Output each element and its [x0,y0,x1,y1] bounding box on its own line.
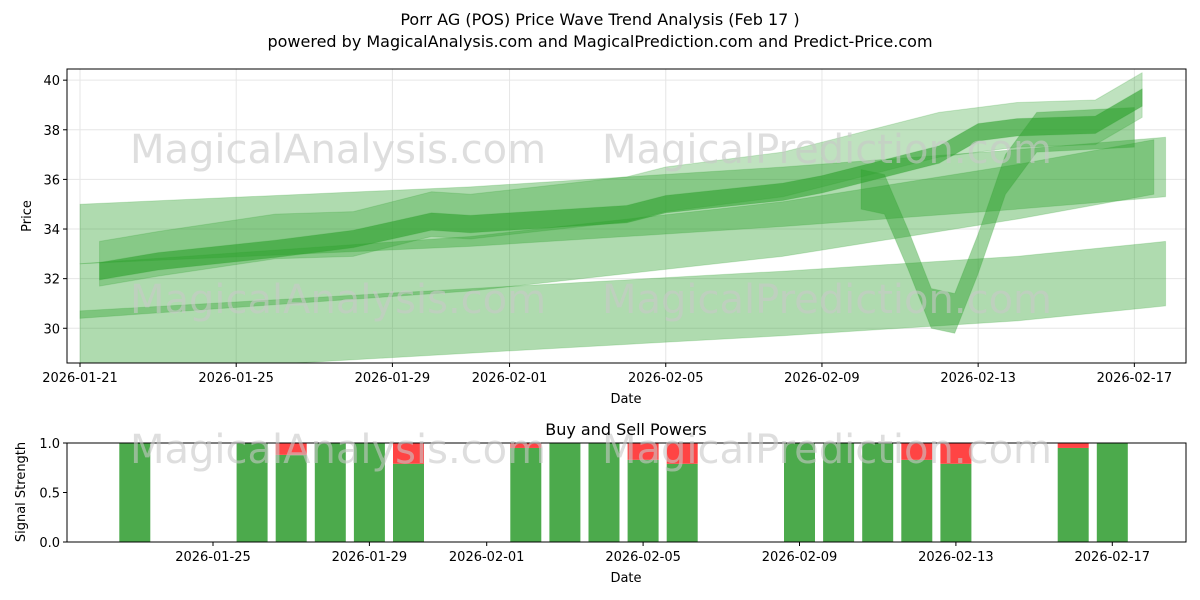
buy-bar [823,443,855,542]
sell-bar [627,443,659,460]
buy-bar [940,463,972,542]
watermark: MagicalPrediction.com [602,127,1052,173]
watermark: MagicalAnalysis.com [130,427,546,473]
buy-bar [862,443,894,542]
sell-bar [901,443,933,460]
y-tick-label: 1.0 [39,437,60,452]
buy-bar [1096,443,1128,542]
buy-bar [1057,447,1089,542]
y-tick-label: 0.5 [39,487,60,502]
x-tick-label: 2026-02-05 [628,371,704,386]
y-tick-label: 30 [43,322,60,337]
x-tick-label: 2026-01-29 [332,550,408,565]
buy-bar [353,443,385,542]
y-tick-label: 32 [43,273,60,288]
y-tick-label: 36 [43,173,60,188]
signal-title: Buy and Sell Powers [545,420,707,439]
buy-bar [510,447,542,542]
chart-subtitle: powered by MagicalAnalysis.com and Magic… [267,32,932,51]
buy-bar [588,443,620,542]
y-tick-label: 34 [43,223,60,238]
buy-bar [901,459,933,542]
buy-bar [314,443,346,542]
wave-band [99,88,1143,281]
watermark: MagicalAnalysis.com [130,127,546,173]
signal-ylabel: Signal Strength [14,442,29,542]
wave-band [860,106,1135,334]
x-tick-label: 2026-02-13 [918,550,994,565]
bands [79,72,1167,363]
sell-bar [666,443,698,464]
buy-bar [393,463,424,542]
sell-bar [393,443,424,464]
buy-bar [236,443,268,542]
buy-bar [784,443,815,542]
wave-band [79,139,1155,319]
x-tick-label: 2026-02-09 [784,371,860,386]
x-tick-label: 2026-02-05 [605,550,681,565]
x-tick-label: 2026-01-29 [355,371,431,386]
watermark: MagicalPrediction.com [602,277,1052,323]
y-tick-label: 38 [43,124,60,139]
watermark: MagicalPrediction.com [602,427,1052,473]
buy-bar [666,463,698,542]
plot-frame [66,442,1187,543]
sell-bar [940,443,972,464]
x-tick-label: 2026-02-01 [449,550,525,565]
x-tick-label: 2026-02-13 [940,371,1016,386]
plot-frame [66,68,1187,364]
wave-band [79,240,1167,363]
price-plot: 2026-01-21 2026-01-25 2026-01-29 2026-02-01… [42,68,1187,386]
buy-bar [627,459,659,542]
y-tick-label: 0.0 [39,536,60,551]
sell-bar [510,443,542,448]
signal-plot: 2026-01-25 2026-01-29 2026-02-01 2026-02-05… [39,437,1187,565]
price-xlabel: Date [610,392,641,407]
x-tick-label: 2026-01-25 [175,550,251,565]
sell-bar [275,443,307,455]
watermark: MagicalAnalysis.com [130,277,546,323]
x-tick-label: 2026-02-01 [472,371,548,386]
x-tick-label: 2026-02-09 [762,550,838,565]
y-tick-label: 40 [43,74,60,89]
x-tick-label: 2026-01-21 [42,371,118,386]
buy-bar [119,443,151,542]
buy-bar [275,454,307,542]
x-tick-label: 2026-02-17 [1075,550,1151,565]
x-tick-label: 2026-01-25 [198,371,274,386]
buy-bar [549,443,581,542]
signal-xlabel: Date [610,571,641,586]
chart-title: Porr AG (POS) Price Wave Trend Analysis … [400,10,799,29]
sell-bar [1057,443,1089,448]
x-tick-label: 2026-02-17 [1097,371,1173,386]
price-ylabel: Price [20,200,35,232]
